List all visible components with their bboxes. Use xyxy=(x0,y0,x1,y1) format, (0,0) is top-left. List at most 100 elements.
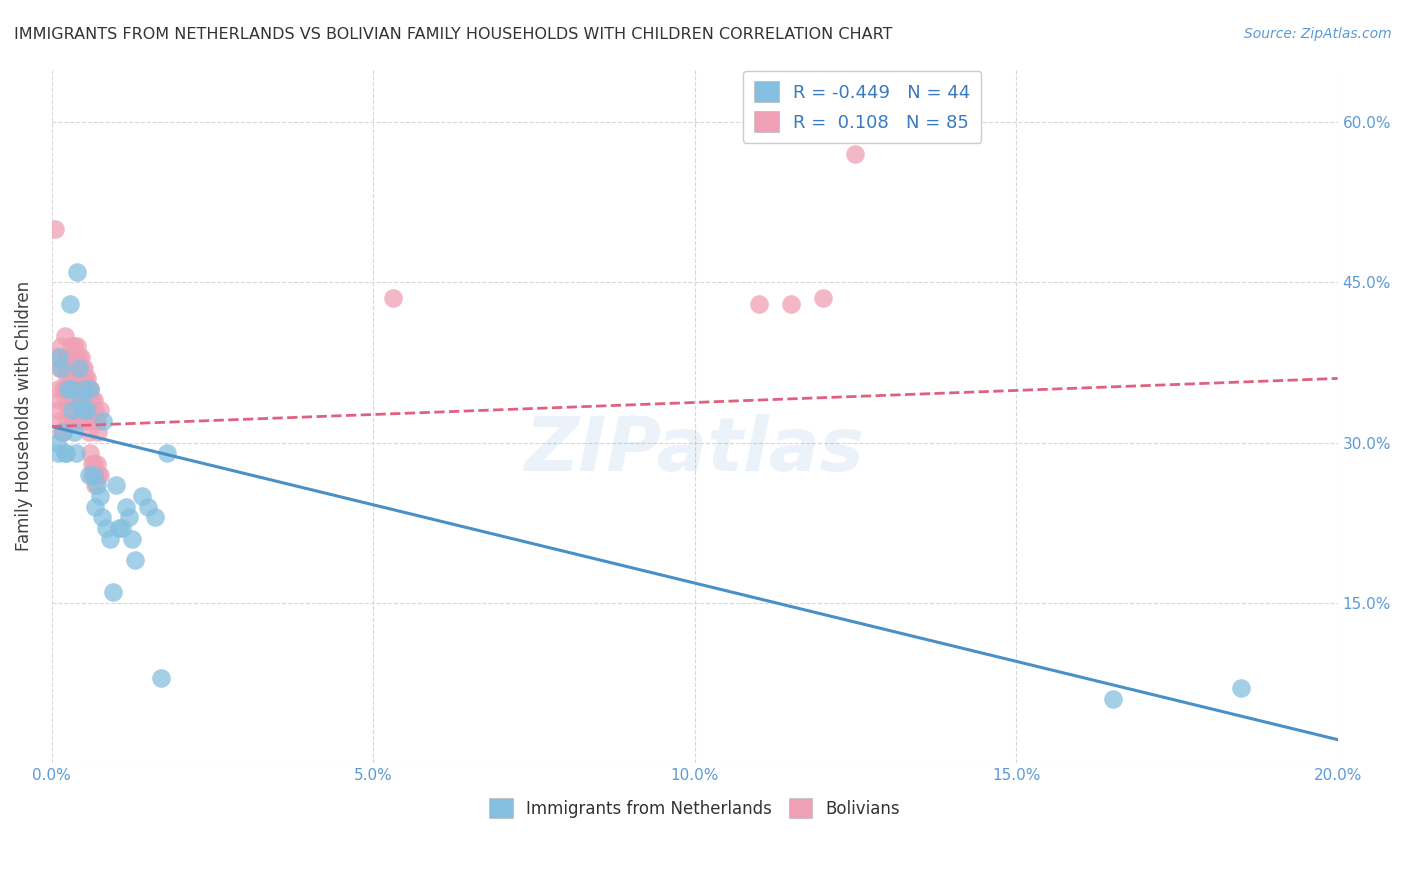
Point xyxy=(56,382,79,396)
Point xyxy=(82,403,104,417)
Point xyxy=(46,382,69,396)
Point xyxy=(748,296,770,310)
Point xyxy=(83,457,105,471)
Point xyxy=(67,360,90,375)
Point xyxy=(82,467,104,482)
Point xyxy=(51,339,73,353)
Point xyxy=(1230,681,1253,696)
Text: Source: ZipAtlas.com: Source: ZipAtlas.com xyxy=(1244,27,1392,41)
Point xyxy=(105,478,128,492)
Point xyxy=(844,147,866,161)
Point xyxy=(89,489,111,503)
Point xyxy=(75,382,97,396)
Point xyxy=(86,478,108,492)
Point xyxy=(69,392,91,407)
Text: IMMIGRANTS FROM NETHERLANDS VS BOLIVIAN FAMILY HOUSEHOLDS WITH CHILDREN CORRELAT: IMMIGRANTS FROM NETHERLANDS VS BOLIVIAN … xyxy=(14,27,893,42)
Point xyxy=(66,264,89,278)
Point xyxy=(59,371,82,385)
Point xyxy=(101,585,124,599)
Point xyxy=(53,446,76,460)
Point xyxy=(55,414,77,428)
Point xyxy=(111,521,134,535)
Point xyxy=(83,467,105,482)
Point xyxy=(55,371,77,385)
Point xyxy=(63,339,86,353)
Point xyxy=(49,414,72,428)
Point xyxy=(76,371,98,385)
Point xyxy=(44,222,66,236)
Point xyxy=(77,414,100,428)
Point xyxy=(46,403,69,417)
Point xyxy=(48,392,70,407)
Point xyxy=(84,500,107,514)
Point xyxy=(80,457,103,471)
Point xyxy=(46,446,69,460)
Point xyxy=(55,446,77,460)
Point xyxy=(79,382,101,396)
Point xyxy=(62,392,84,407)
Point xyxy=(73,360,96,375)
Point xyxy=(65,414,87,428)
Point xyxy=(56,403,79,417)
Point xyxy=(60,339,83,353)
Point xyxy=(118,510,141,524)
Point xyxy=(77,467,100,482)
Point xyxy=(1101,692,1123,706)
Point xyxy=(59,296,82,310)
Point xyxy=(136,500,159,514)
Point xyxy=(60,360,83,375)
Point xyxy=(124,553,146,567)
Point xyxy=(63,382,86,396)
Point xyxy=(67,371,90,385)
Point xyxy=(59,392,82,407)
Point xyxy=(60,371,83,385)
Legend: Immigrants from Netherlands, Bolivians: Immigrants from Netherlands, Bolivians xyxy=(482,792,907,824)
Point xyxy=(51,425,73,439)
Point xyxy=(143,510,166,524)
Point xyxy=(58,350,80,364)
Point xyxy=(76,403,98,417)
Point xyxy=(60,350,83,364)
Point xyxy=(83,403,105,417)
Point xyxy=(72,371,94,385)
Point xyxy=(62,414,84,428)
Point xyxy=(66,339,89,353)
Point xyxy=(77,382,100,396)
Point xyxy=(48,350,70,364)
Point xyxy=(66,392,89,407)
Point xyxy=(67,350,90,364)
Point xyxy=(84,414,107,428)
Point xyxy=(60,382,83,396)
Point xyxy=(51,360,73,375)
Point xyxy=(813,291,835,305)
Point xyxy=(86,414,108,428)
Point xyxy=(76,403,98,417)
Point xyxy=(45,435,67,450)
Point xyxy=(56,382,79,396)
Point xyxy=(150,671,173,685)
Point xyxy=(63,425,86,439)
Point xyxy=(91,414,114,428)
Point xyxy=(53,328,76,343)
Point xyxy=(89,467,111,482)
Point xyxy=(77,425,100,439)
Point xyxy=(131,489,153,503)
Point xyxy=(48,360,70,375)
Text: ZIPatlas: ZIPatlas xyxy=(524,414,865,487)
Point xyxy=(780,296,803,310)
Point xyxy=(69,371,91,385)
Point xyxy=(52,425,75,439)
Y-axis label: Family Households with Children: Family Households with Children xyxy=(15,281,32,551)
Point xyxy=(89,403,111,417)
Point xyxy=(98,532,121,546)
Point xyxy=(56,360,79,375)
Point xyxy=(72,403,94,417)
Point xyxy=(77,392,100,407)
Point xyxy=(121,532,143,546)
Point xyxy=(66,360,89,375)
Point xyxy=(83,392,105,407)
Point xyxy=(67,392,90,407)
Point xyxy=(156,446,179,460)
Point xyxy=(83,467,105,482)
Point xyxy=(90,510,112,524)
